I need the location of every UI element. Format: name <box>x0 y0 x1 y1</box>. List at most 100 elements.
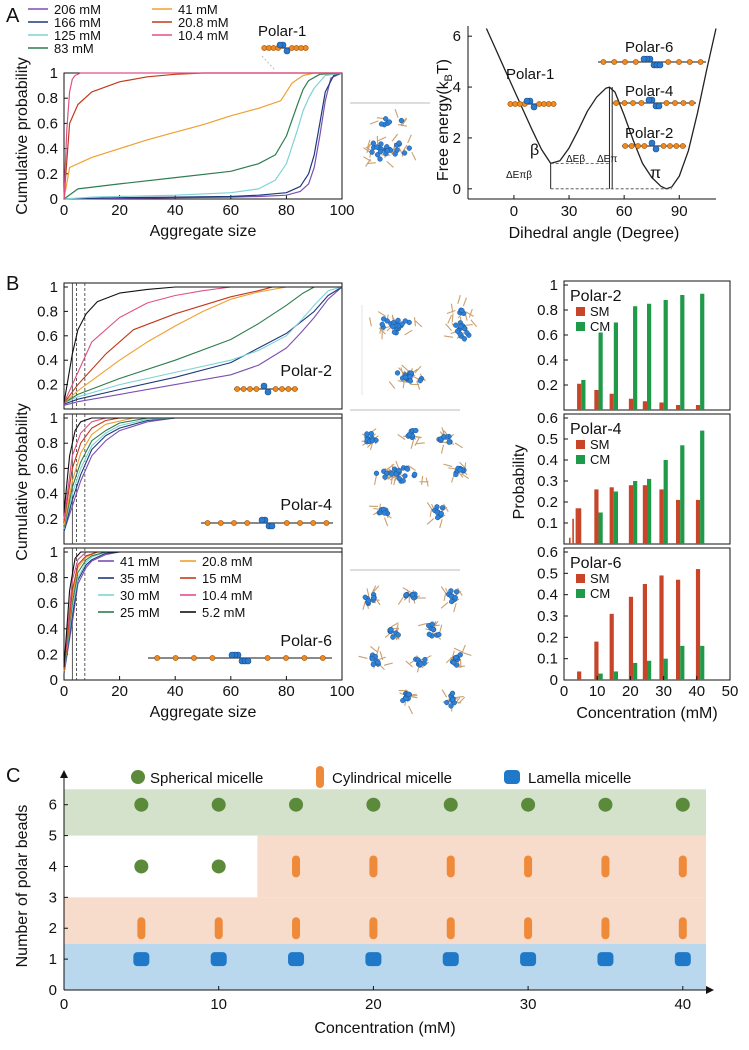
polar2-cylinder-tail <box>443 335 454 338</box>
bar-sm <box>642 584 647 680</box>
polar6-molecule-tail-bead <box>172 655 179 661</box>
y-tick-label: 0 <box>49 982 57 999</box>
polar6-micelle <box>398 689 418 715</box>
polar6-micelle <box>405 655 432 673</box>
polar1-molecule-tail-bead <box>536 101 543 107</box>
energy-curve <box>485 28 717 190</box>
polar4-molecule-tail-bead <box>297 520 303 526</box>
marker-cylindrical <box>446 855 455 878</box>
polar6-molecule-tail-bead <box>191 655 197 661</box>
polar2-molecule-tail-bead <box>240 386 247 392</box>
polar6-molecule <box>598 55 706 69</box>
polar4-micelle <box>426 502 449 529</box>
x-axis-label: Aggregate size <box>150 223 257 240</box>
panel-label-b: B <box>6 273 19 295</box>
polar6-molecule-polar-bead <box>228 651 236 659</box>
x-axis-label: Aggregate size <box>150 704 257 721</box>
series-line-30mM <box>63 286 343 404</box>
marker-cylindrical <box>292 917 301 940</box>
y-tick-label: 0.3 <box>537 473 558 490</box>
y-tick-label: 0 <box>50 672 58 689</box>
polar4-micelle-tail <box>460 473 470 480</box>
bar-sm <box>577 508 582 544</box>
polar4-molecule-tail-bead <box>613 100 620 106</box>
polar1-aggregate-tail <box>407 134 412 144</box>
polar6-micelle-core-bead <box>395 632 401 638</box>
plot-frame <box>63 72 343 200</box>
x-tick-label: 20 <box>622 683 639 700</box>
polar4-micelle-tail <box>390 475 394 485</box>
x-tick-label: 0 <box>60 683 68 700</box>
polar1-molecule <box>261 41 309 55</box>
polar4-molecule-tail-bead <box>621 100 628 106</box>
y-axis-label: Number of polar beads <box>14 805 31 968</box>
polar1-monomers-core-bead <box>386 119 393 125</box>
polar6-molecule-tail-bead <box>686 59 693 65</box>
y-tick-label: 4 <box>49 858 57 875</box>
y-tick-label: 0.4 <box>37 621 58 638</box>
annotation-dE-beta: ΔEβ <box>566 154 585 165</box>
y-tick-label: 0.4 <box>537 352 558 369</box>
y-tick-label: 0.6 <box>37 115 58 132</box>
bar-cm <box>647 303 652 410</box>
x-tick-label: 80 <box>278 202 295 219</box>
marker-cylindrical <box>316 766 324 788</box>
polar6-micelle-core-bead <box>453 589 460 595</box>
polar6-micelle <box>418 620 443 640</box>
polar2-molecule-polar-bead <box>648 139 656 147</box>
x-tick-label: 0 <box>510 203 518 220</box>
polar2-molecule-tail-bead <box>673 143 680 149</box>
x-tick-label: 50 <box>722 683 739 700</box>
annotation-polar4: Polar-4 <box>625 83 673 100</box>
illustration-aggregates <box>350 295 477 715</box>
polar2-cylinder-tail <box>451 313 454 323</box>
marker-cylindrical <box>137 917 146 940</box>
bar-cm <box>680 645 685 680</box>
polar2-cylinder-core-bead <box>417 378 423 384</box>
polar6-molecule-tail-bead <box>264 655 271 661</box>
polar1-aggregate-core-bead <box>369 149 375 155</box>
marker-spherical <box>289 797 304 812</box>
y-axis-label: Cumulative probability <box>14 57 31 214</box>
polar2-cylinder-core-bead <box>391 329 398 335</box>
polar1-monomers-core-bead <box>398 117 405 124</box>
polar2-cylinder <box>369 311 423 340</box>
marker-lamella <box>674 952 691 967</box>
polar6-micelle-core-bead <box>444 699 450 706</box>
marker-cylindrical <box>601 917 610 940</box>
y-tick-label: 0.4 <box>537 587 558 604</box>
polar2-cylinder-tail <box>413 317 417 327</box>
x-tick-label: 100 <box>329 683 354 700</box>
polar4-micelle <box>368 503 392 527</box>
y-tick-label: 1 <box>550 277 558 294</box>
bar-sm <box>676 499 681 544</box>
bar-cm <box>598 332 603 410</box>
legend-label: 35 mM <box>120 571 160 586</box>
polar1-molecule-tail-bead <box>517 101 523 107</box>
marker-cylindrical <box>678 917 687 940</box>
polar4-molecule-tail-bead <box>663 100 670 106</box>
polar6-micelle-core-bead <box>426 631 432 637</box>
polar2-cylinder-tail <box>404 329 413 336</box>
polar2-molecule-polar-bead <box>652 145 660 153</box>
bar-sm <box>642 401 647 410</box>
polar1-aggregate-tail <box>377 136 387 142</box>
y-tick-label: 0.1 <box>537 515 558 532</box>
polar6-micelle-tail <box>458 696 466 704</box>
panel-label-a: A <box>6 5 20 27</box>
polar4-molecule-tail-bead <box>688 100 695 106</box>
polar1-molecule <box>507 97 557 111</box>
marker-cylindrical <box>601 855 610 878</box>
polar1-molecule-tail-bead <box>550 101 557 107</box>
legend-label-sm: SM <box>590 304 610 319</box>
polar6-micelle-core-bead <box>362 594 368 600</box>
polar6-micelle-tail <box>377 656 386 661</box>
subplot-label-Polar-2: Polar-2 <box>280 363 332 380</box>
polar4-micelle-tail <box>414 437 420 446</box>
polar4-molecule-tail-bead <box>204 520 211 526</box>
marker-lamella <box>442 952 459 967</box>
x-tick-label: 10 <box>589 683 606 700</box>
polar2-molecule-tail-bead <box>253 386 260 392</box>
bar-sm <box>594 390 599 410</box>
